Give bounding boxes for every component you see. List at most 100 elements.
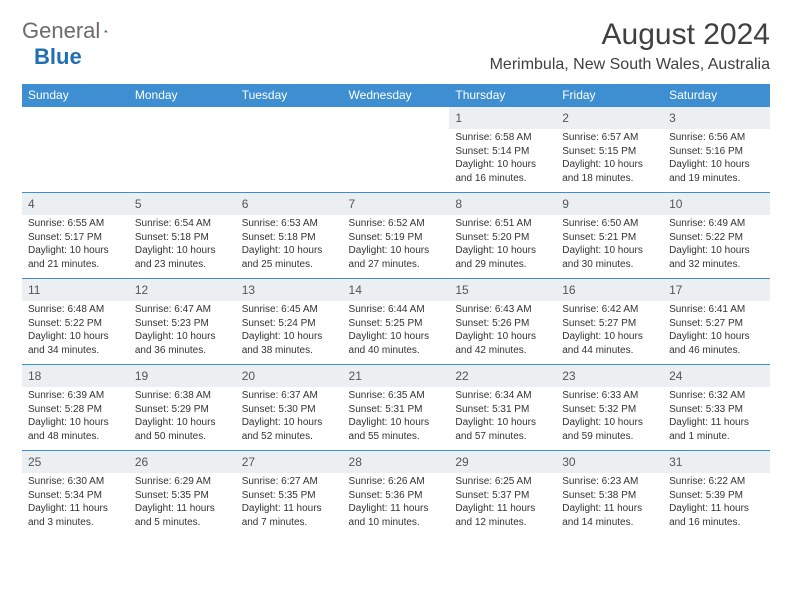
page-header: General August 2024 Merimbula, New South… (22, 18, 770, 74)
day-number: 24 (663, 364, 770, 387)
calendar-day-cell: 13Sunrise: 6:45 AMSunset: 5:24 PMDayligh… (236, 278, 343, 364)
sunrise-text: Sunrise: 6:58 AM (455, 131, 550, 145)
sunset-text: Sunset: 5:37 PM (455, 489, 550, 503)
sunset-text: Sunset: 5:27 PM (669, 317, 764, 331)
day-details: Sunrise: 6:32 AMSunset: 5:33 PMDaylight:… (663, 387, 770, 447)
day-number: 1 (449, 106, 556, 129)
day-details: Sunrise: 6:53 AMSunset: 5:18 PMDaylight:… (236, 215, 343, 275)
sunset-text: Sunset: 5:32 PM (562, 403, 657, 417)
day-number (129, 106, 236, 129)
day-number: 6 (236, 192, 343, 215)
sunrise-text: Sunrise: 6:43 AM (455, 303, 550, 317)
month-title: August 2024 (490, 18, 770, 52)
daylight-text: Daylight: 10 hours and 59 minutes. (562, 416, 657, 443)
sunrise-text: Sunrise: 6:57 AM (562, 131, 657, 145)
sunrise-text: Sunrise: 6:37 AM (242, 389, 337, 403)
day-details: Sunrise: 6:44 AMSunset: 5:25 PMDaylight:… (343, 301, 450, 361)
sunrise-text: Sunrise: 6:49 AM (669, 217, 764, 231)
day-details: Sunrise: 6:52 AMSunset: 5:19 PMDaylight:… (343, 215, 450, 275)
sunset-text: Sunset: 5:39 PM (669, 489, 764, 503)
calendar-day-cell: 4Sunrise: 6:55 AMSunset: 5:17 PMDaylight… (22, 192, 129, 278)
calendar-day-cell: 14Sunrise: 6:44 AMSunset: 5:25 PMDayligh… (343, 278, 450, 364)
calendar-day-cell: 2Sunrise: 6:57 AMSunset: 5:15 PMDaylight… (556, 106, 663, 192)
sunrise-text: Sunrise: 6:42 AM (562, 303, 657, 317)
sunset-text: Sunset: 5:17 PM (28, 231, 123, 245)
daylight-text: Daylight: 11 hours and 16 minutes. (669, 502, 764, 529)
daylight-text: Daylight: 10 hours and 44 minutes. (562, 330, 657, 357)
sunset-text: Sunset: 5:30 PM (242, 403, 337, 417)
sunrise-text: Sunrise: 6:39 AM (28, 389, 123, 403)
sunset-text: Sunset: 5:18 PM (242, 231, 337, 245)
calendar-day-cell: 29Sunrise: 6:25 AMSunset: 5:37 PMDayligh… (449, 450, 556, 536)
calendar-day-cell: 23Sunrise: 6:33 AMSunset: 5:32 PMDayligh… (556, 364, 663, 450)
day-number (343, 106, 450, 129)
day-details: Sunrise: 6:56 AMSunset: 5:16 PMDaylight:… (663, 129, 770, 189)
day-details: Sunrise: 6:35 AMSunset: 5:31 PMDaylight:… (343, 387, 450, 447)
day-number (22, 106, 129, 129)
sunset-text: Sunset: 5:15 PM (562, 145, 657, 159)
day-details: Sunrise: 6:54 AMSunset: 5:18 PMDaylight:… (129, 215, 236, 275)
day-details: Sunrise: 6:42 AMSunset: 5:27 PMDaylight:… (556, 301, 663, 361)
day-number: 31 (663, 450, 770, 473)
day-details: Sunrise: 6:50 AMSunset: 5:21 PMDaylight:… (556, 215, 663, 275)
calendar-day-cell: 22 Sunrise: 6:34 AMSunset: 5:31 PMDayligh… (449, 364, 556, 450)
daylight-text: Daylight: 10 hours and 40 minutes. (349, 330, 444, 357)
calendar-week-row: 25Sunrise: 6:30 AMSunset: 5:34 PMDayligh… (22, 450, 770, 536)
day-number: 4 (22, 192, 129, 215)
day-number: 3 (663, 106, 770, 129)
sunrise-text: Sunrise: 6:34 AM (455, 389, 550, 403)
calendar-day-cell: 15Sunrise: 6:43 AMSunset: 5:26 PMDayligh… (449, 278, 556, 364)
logo: General (22, 18, 128, 44)
daylight-text: Daylight: 10 hours and 34 minutes. (28, 330, 123, 357)
sunrise-text: Sunrise: 6:48 AM (28, 303, 123, 317)
logo-text-1: General (22, 18, 100, 44)
calendar-day-cell: 9Sunrise: 6:50 AMSunset: 5:21 PMDaylight… (556, 192, 663, 278)
day-number: 29 (449, 450, 556, 473)
day-details: Sunrise: 6:55 AMSunset: 5:17 PMDaylight:… (22, 215, 129, 275)
calendar-day-cell (22, 106, 129, 192)
daylight-text: Daylight: 11 hours and 3 minutes. (28, 502, 123, 529)
day-details: Sunrise: 6:30 AMSunset: 5:34 PMDaylight:… (22, 473, 129, 533)
day-number: 10 (663, 192, 770, 215)
day-number (236, 106, 343, 129)
daylight-text: Daylight: 10 hours and 23 minutes. (135, 244, 230, 271)
day-number: 17 (663, 278, 770, 301)
day-header: Thursday (449, 84, 556, 106)
calendar-day-cell (343, 106, 450, 192)
daylight-text: Daylight: 11 hours and 12 minutes. (455, 502, 550, 529)
daylight-text: Daylight: 10 hours and 21 minutes. (28, 244, 123, 271)
calendar-week-row: 1Sunrise: 6:58 AMSunset: 5:14 PMDaylight… (22, 106, 770, 192)
day-number: 14 (343, 278, 450, 301)
daylight-text: Daylight: 11 hours and 1 minute. (669, 416, 764, 443)
day-number: 5 (129, 192, 236, 215)
day-header: Sunday (22, 84, 129, 106)
day-header: Tuesday (236, 84, 343, 106)
daylight-text: Daylight: 10 hours and 36 minutes. (135, 330, 230, 357)
calendar-day-cell: 24Sunrise: 6:32 AMSunset: 5:33 PMDayligh… (663, 364, 770, 450)
calendar-day-cell: 18Sunrise: 6:39 AMSunset: 5:28 PMDayligh… (22, 364, 129, 450)
daylight-text: Daylight: 10 hours and 32 minutes. (669, 244, 764, 271)
sunset-text: Sunset: 5:20 PM (455, 231, 550, 245)
day-number: 2 (556, 106, 663, 129)
sunrise-text: Sunrise: 6:29 AM (135, 475, 230, 489)
day-number: 28 (343, 450, 450, 473)
calendar-week-row: 18Sunrise: 6:39 AMSunset: 5:28 PMDayligh… (22, 364, 770, 450)
daylight-text: Daylight: 10 hours and 16 minutes. (455, 158, 550, 185)
sunset-text: Sunset: 5:38 PM (562, 489, 657, 503)
daylight-text: Daylight: 10 hours and 29 minutes. (455, 244, 550, 271)
calendar-day-cell: 31Sunrise: 6:22 AMSunset: 5:39 PMDayligh… (663, 450, 770, 536)
calendar-day-cell: 10Sunrise: 6:49 AMSunset: 5:22 PMDayligh… (663, 192, 770, 278)
daylight-text: Daylight: 10 hours and 52 minutes. (242, 416, 337, 443)
day-number: 19 (129, 364, 236, 387)
day-details: Sunrise: 6:45 AMSunset: 5:24 PMDaylight:… (236, 301, 343, 361)
sunset-text: Sunset: 5:31 PM (455, 403, 550, 417)
sunrise-text: Sunrise: 6:23 AM (562, 475, 657, 489)
logo-sail-icon (104, 22, 108, 40)
daylight-text: Daylight: 10 hours and 57 minutes. (455, 416, 550, 443)
day-details: Sunrise: 6:25 AMSunset: 5:37 PMDaylight:… (449, 473, 556, 533)
day-details: Sunrise: 6:48 AMSunset: 5:22 PMDaylight:… (22, 301, 129, 361)
calendar-day-cell: 20Sunrise: 6:37 AMSunset: 5:30 PMDayligh… (236, 364, 343, 450)
day-number: 22 (449, 364, 556, 387)
sunrise-text: Sunrise: 6:26 AM (349, 475, 444, 489)
day-details: Sunrise: 6:39 AMSunset: 5:28 PMDaylight:… (22, 387, 129, 447)
